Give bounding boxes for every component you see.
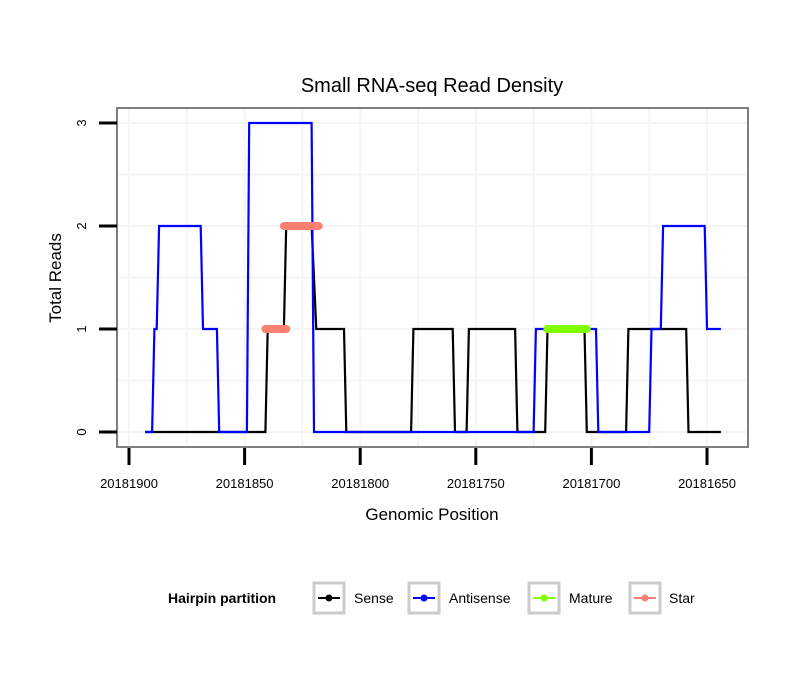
series-layer [145,121,721,434]
legend-key-point-star [641,594,649,602]
y-tick-label: 0 [74,428,89,435]
legend-label-star: Star [669,590,695,606]
x-tick-label: 20181700 [562,476,620,491]
legend-label-antisense: Antisense [449,590,511,606]
y-tick-label: 2 [74,222,89,229]
legend-key-point-mature [540,594,548,602]
legend-key-point-antisense [420,594,428,602]
legend-title: Hairpin partition [168,590,276,606]
legend-key-point-sense [325,594,333,602]
y-axis-title: Total Reads [46,233,65,323]
y-axis: 0 1 2 3 [74,119,117,436]
legend-label-mature: Mature [569,590,613,606]
chart-title: Small RNA-seq Read Density [301,75,563,97]
series-antisense-line [145,121,721,434]
x-tick-label: 20181850 [216,476,274,491]
y-tick-label: 3 [74,119,89,126]
x-tick-label: 20181900 [100,476,158,491]
x-axis-title: Genomic Position [365,505,498,524]
y-tick-label: 1 [74,325,89,332]
x-tick-label: 20181800 [331,476,389,491]
legend: Hairpin partition Sense Antisense Mature St… [168,581,695,615]
x-axis: 20181900 20181850 20181800 20181750 20181700… [100,448,736,491]
x-tick-label: 20181750 [447,476,505,491]
legend-label-sense: Sense [354,590,394,606]
x-tick-label: 20181650 [678,476,736,491]
grid [118,109,747,446]
